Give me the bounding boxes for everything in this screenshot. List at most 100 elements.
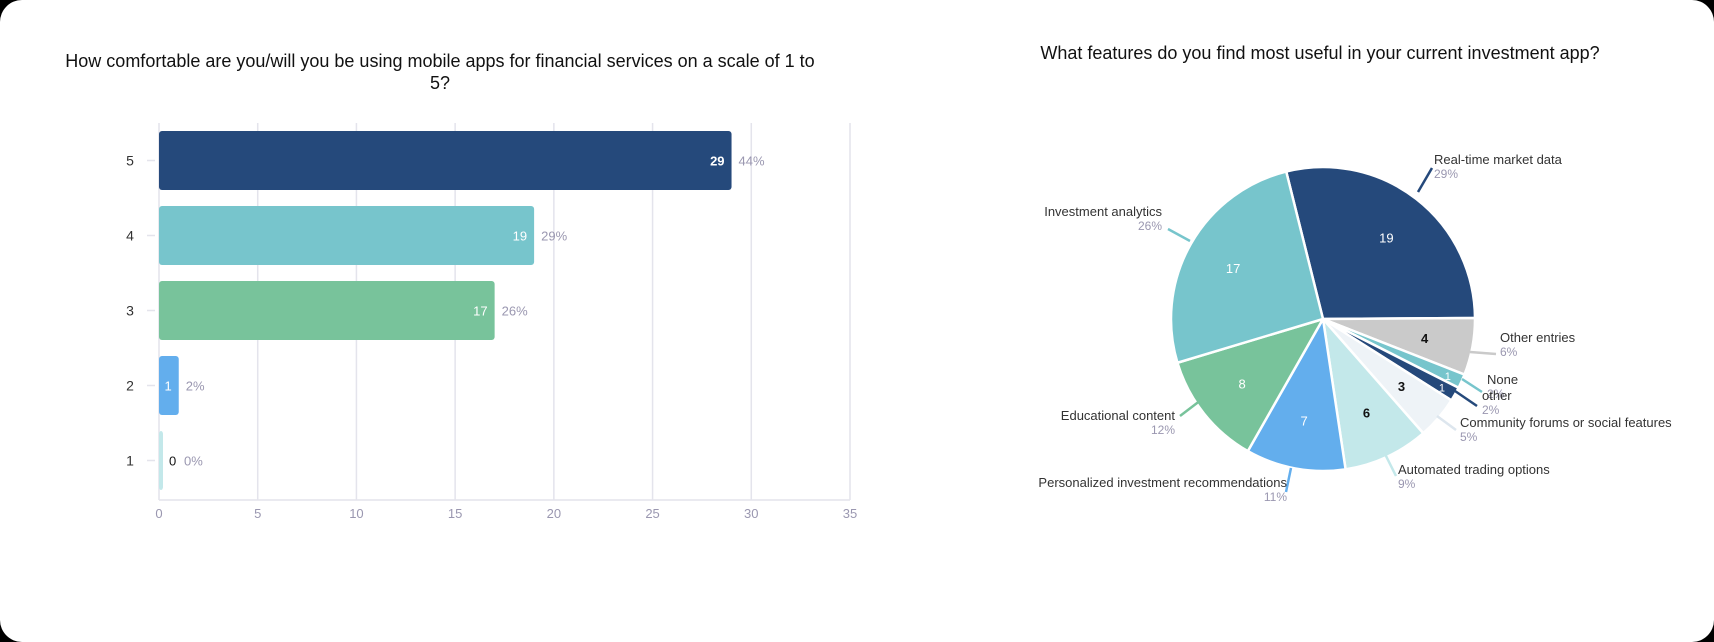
pie-slice-value-label: 1 [1439,383,1445,395]
leader-line [1383,453,1398,477]
pie-slice-value-label: 4 [1421,331,1429,346]
bar-percent-label: 44% [739,154,765,169]
pie-slice-percent-label: 2% [1482,403,1500,417]
bar-rect[interactable] [159,281,495,340]
bar-2[interactable]: 1 2% [159,356,205,415]
pie-slice-name-label: Community forums or social features [1460,415,1672,430]
pie-slice-educational-content[interactable]: 8 [1176,317,1325,453]
pie-slice-path[interactable] [1321,317,1466,390]
bar-percent-label: 2% [186,379,205,394]
bar-1[interactable]: 0 0% [159,431,203,490]
pie-label-group: Personalized investment recommendations1… [1038,475,1287,504]
pie-slice-investment-analytics[interactable]: 17 [1169,170,1325,364]
bar-3[interactable]: 17 26% [159,281,528,340]
x-tick-label: 5 [254,506,261,521]
leader-line [1454,389,1478,408]
pie-slice-value-label: 1 [1445,371,1451,383]
x-tick-label: 20 [547,506,561,521]
leader-line [1416,167,1434,193]
bar-5[interactable]: 29 44% [159,131,765,190]
pie-slice-value-label: 17 [1226,261,1240,276]
pie-slice-other-entries[interactable]: 4 [1321,316,1477,376]
pie-slice-path[interactable] [1284,165,1477,321]
pie-slice-value-label: 6 [1363,406,1370,421]
pie-slice-path[interactable] [1321,316,1477,376]
pie-slice-value-label: 7 [1300,414,1307,429]
bar-rect[interactable] [159,431,163,490]
bar-chart-title: How comfortable are you/will you be usin… [20,50,860,94]
pie-slice-automated-trading-options[interactable]: 6 [1321,317,1425,471]
y-tick-label: 1 [126,453,134,469]
x-tick-label: 30 [744,506,758,521]
pie-slice-percent-label: 26% [1138,219,1162,233]
pie-slice-percent-label: 6% [1500,345,1518,359]
bar-percent-label: 29% [541,229,567,244]
pie-chart-slices: 19 4 11 3 6 7 8 17 [1169,165,1477,473]
bar-value-label: 1 [165,379,172,394]
pie-slice-real-time-market-data[interactable]: 19 [1284,165,1477,321]
pie-slice-percent-label: 11% [1264,490,1287,504]
pie-slice-name-label: other [1482,388,1512,403]
pie-slice-value-label: 8 [1239,376,1246,391]
pie-slice-path[interactable] [1321,317,1460,402]
pie-slice-path[interactable] [1321,317,1425,471]
pie-slice-name-label: Educational content [1061,408,1176,423]
x-tick-label: 15 [448,506,462,521]
bar-rect[interactable] [159,131,732,190]
pie-slice-personalized-investment-recommendations[interactable]: 7 [1246,317,1347,473]
leader-line [1436,414,1457,432]
bar-4[interactable]: 19 29% [159,206,568,265]
pie-slice-name-label: Automated trading options [1398,462,1550,477]
bar-value-label: 0 [169,454,176,469]
x-tick-label: 25 [645,506,659,521]
bar-percent-label: 26% [502,304,528,319]
pie-slice-path[interactable] [1321,317,1453,435]
bar-rect[interactable] [159,356,179,415]
x-tick-label: 10 [349,506,363,521]
pie-slice-percent-label: 2% [1487,387,1505,401]
bar-chart-title-line2: 5? [429,73,451,93]
pie-slice-percent-label: 9% [1398,477,1416,491]
leader-line [1284,467,1293,493]
pie-slice-name-label: Other entries [1500,330,1576,345]
pie-slice-name-label: Personalized investment recommendations [1038,475,1287,490]
pie-slice-none[interactable]: 1 [1321,317,1466,390]
bar-value-label: 19 [513,229,527,244]
pie-slice-other[interactable]: 1 [1321,317,1460,402]
pie-slice-value-label: 3 [1398,379,1405,394]
pie-slice-path[interactable] [1246,317,1347,473]
bar-rect[interactable] [159,206,535,265]
pie-chart-title: What features do you find most useful in… [1040,43,1600,63]
bar-value-label: 29 [710,154,724,169]
pie-slice-percent-label: 5% [1460,430,1478,444]
x-tick-label: 0 [155,506,162,521]
pie-slice-percent-label: 29% [1434,167,1458,181]
y-tick-label: 5 [126,153,134,169]
leader-line [1469,350,1497,356]
bar-chart-bars: 29 44% 19 29% 17 26% 1 2% 0 0% [159,131,765,490]
bar-value-label: 17 [473,304,487,319]
bar-chart: 29 44% 19 29% 17 26% 1 2% 0 0% 0 5 10 15 20 25 30 35 5 4 3 2… [126,123,857,522]
pie-slice-value-label: 19 [1379,230,1393,245]
pie-chart-leader-lines [1167,167,1497,493]
pie-slice-path[interactable] [1169,170,1325,364]
pie-slice-community-forums-or-social-features[interactable]: 3 [1321,317,1453,435]
bar-percent-label: 0% [184,454,203,469]
y-tick-label: 2 [126,378,134,394]
pie-slice-name-label: Real-time market data [1434,152,1563,167]
pie-slice-name-label: None [1487,372,1518,387]
leader-line [1461,377,1483,394]
pie-slice-percent-label: 12% [1151,423,1175,437]
x-tick-label: 35 [843,506,857,521]
pie-slice-name-label: Investment analytics [1044,204,1162,219]
pie-slice-path[interactable] [1176,317,1325,453]
